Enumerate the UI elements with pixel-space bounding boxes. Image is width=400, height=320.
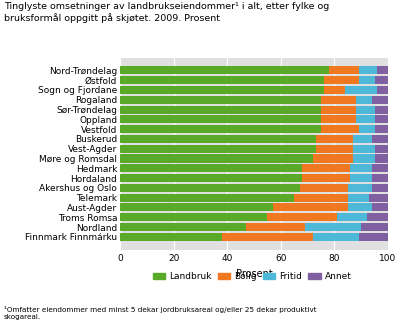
Bar (375, 125, 388, 133)
Bar (372, 164, 388, 172)
Bar (120, 174, 302, 182)
Bar (222, 233, 313, 241)
Bar (372, 135, 388, 143)
Bar (120, 213, 267, 221)
Bar (369, 194, 388, 202)
Text: ¹Omfatter eiendommer med minst 5 dekar jordbruksareal og/eller 25 dekar produkti: ¹Omfatter eiendommer med minst 5 dekar j… (4, 306, 317, 320)
Bar (356, 106, 375, 114)
Bar (358, 66, 377, 74)
Bar (324, 76, 358, 84)
Bar (358, 233, 388, 241)
Bar (120, 115, 321, 123)
Bar (366, 213, 388, 221)
Bar (273, 204, 348, 212)
Bar (120, 233, 222, 241)
Bar (294, 194, 348, 202)
Bar (120, 223, 246, 231)
Bar (313, 233, 358, 241)
Bar (246, 223, 305, 231)
Bar (348, 204, 372, 212)
Bar (120, 164, 302, 172)
Bar (321, 125, 358, 133)
Bar (353, 155, 375, 163)
Bar (120, 184, 300, 192)
Bar (305, 223, 361, 231)
Bar (372, 204, 388, 212)
Bar (316, 135, 353, 143)
X-axis label: Prosent: Prosent (236, 269, 272, 279)
Bar (120, 155, 313, 163)
Bar (353, 135, 372, 143)
Bar (321, 106, 356, 114)
Bar (372, 96, 388, 104)
Bar (302, 174, 350, 182)
Bar (324, 86, 345, 94)
Legend: Landbruk, Bolig, Fritid, Annet: Landbruk, Bolig, Fritid, Annet (149, 269, 355, 285)
Bar (120, 106, 321, 114)
Bar (375, 76, 388, 84)
Bar (375, 115, 388, 123)
Bar (375, 155, 388, 163)
Bar (329, 66, 358, 74)
Bar (350, 174, 372, 182)
Bar (120, 135, 316, 143)
Bar (348, 184, 372, 192)
Bar (120, 76, 324, 84)
Bar (120, 66, 329, 74)
Bar (120, 125, 321, 133)
Bar (377, 86, 388, 94)
Bar (267, 213, 337, 221)
Bar (321, 96, 356, 104)
Bar (361, 223, 388, 231)
Bar (372, 184, 388, 192)
Text: Tinglyste omsetninger av landbrukseiendommer¹ i alt, etter fylke og
bruksformål : Tinglyste omsetninger av landbrukseiendo… (4, 2, 329, 23)
Bar (120, 194, 294, 202)
Bar (375, 145, 388, 153)
Bar (345, 86, 377, 94)
Bar (356, 96, 372, 104)
Bar (377, 66, 388, 74)
Bar (358, 125, 374, 133)
Bar (120, 96, 321, 104)
Bar (350, 164, 372, 172)
Bar (375, 106, 388, 114)
Bar (302, 164, 350, 172)
Bar (337, 213, 366, 221)
Bar (313, 155, 353, 163)
Bar (300, 184, 348, 192)
Bar (358, 76, 374, 84)
Bar (353, 145, 375, 153)
Bar (321, 115, 356, 123)
Bar (316, 145, 353, 153)
Bar (120, 145, 316, 153)
Bar (120, 86, 324, 94)
Bar (372, 174, 388, 182)
Bar (348, 194, 369, 202)
Bar (120, 204, 273, 212)
Bar (356, 115, 375, 123)
